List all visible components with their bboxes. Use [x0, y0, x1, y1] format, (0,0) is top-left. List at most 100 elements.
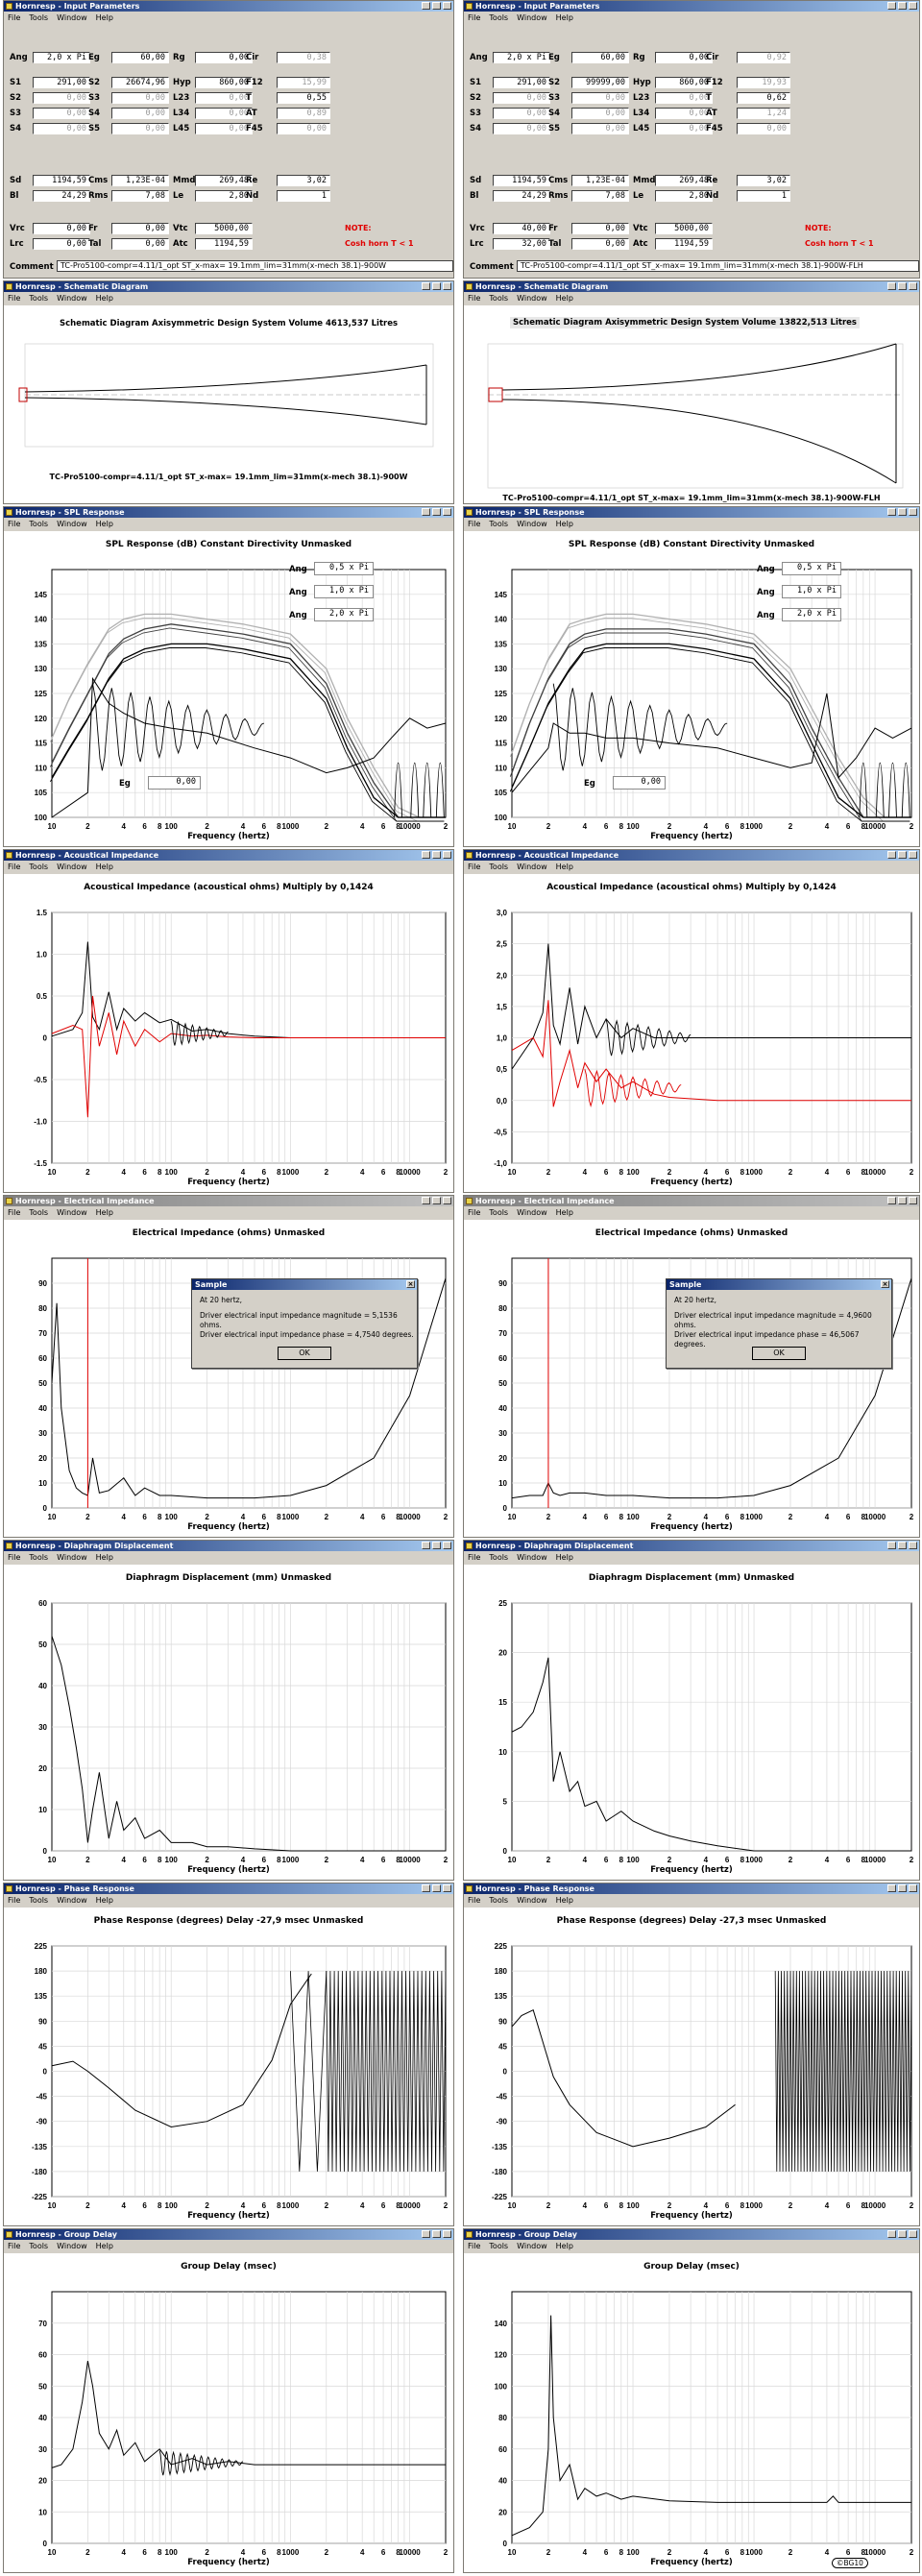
field-s2[interactable]: 99999,00: [571, 77, 629, 88]
ang-value-0[interactable]: 0,5 x Pi: [314, 562, 374, 575]
field-rms[interactable]: 7,08: [571, 190, 629, 202]
menu-help[interactable]: Help: [555, 1208, 573, 1217]
menu-file[interactable]: File: [468, 1553, 481, 1562]
menu-help[interactable]: Help: [95, 294, 113, 303]
close-button[interactable]: [443, 2230, 451, 2238]
minimize-button[interactable]: [887, 508, 896, 516]
menu-help[interactable]: Help: [95, 863, 113, 871]
field-s4b[interactable]: 0,00: [33, 123, 90, 134]
menu-window[interactable]: Window: [57, 1896, 87, 1905]
field-s2b[interactable]: 0,00: [33, 92, 90, 104]
menu-file[interactable]: File: [8, 1553, 21, 1562]
menu-tools[interactable]: Tools: [489, 294, 509, 303]
menu-help[interactable]: Help: [555, 1553, 573, 1562]
menu-tools[interactable]: Tools: [489, 2242, 509, 2250]
close-button[interactable]: [909, 282, 917, 290]
menu-file[interactable]: File: [8, 13, 21, 22]
maximize-button[interactable]: [898, 282, 907, 290]
minimize-button[interactable]: [422, 2, 430, 10]
menu-window[interactable]: Window: [57, 13, 87, 22]
field-mmd[interactable]: 269,48: [655, 175, 713, 186]
field-eg[interactable]: 60,00: [111, 52, 169, 63]
menu-tools[interactable]: Tools: [489, 520, 509, 528]
field-l34[interactable]: 0,00: [655, 108, 713, 119]
menu-help[interactable]: Help: [555, 294, 573, 303]
field-s3b[interactable]: 0,00: [493, 108, 550, 119]
field-s4[interactable]: 0,00: [111, 108, 169, 119]
field-s4[interactable]: 0,00: [571, 108, 629, 119]
field-mmd[interactable]: 269,48: [195, 175, 253, 186]
menu-tools[interactable]: Tools: [29, 1208, 49, 1217]
eg-value[interactable]: 0,00: [148, 776, 201, 790]
minimize-button[interactable]: [422, 282, 430, 290]
menu-help[interactable]: Help: [95, 520, 113, 528]
menu-file[interactable]: File: [468, 520, 481, 528]
menu-window[interactable]: Window: [57, 2242, 87, 2250]
menu-file[interactable]: File: [468, 863, 481, 871]
field-t[interactable]: 0,55: [277, 92, 330, 104]
menu-file[interactable]: File: [468, 294, 481, 303]
menu-help[interactable]: Help: [95, 1208, 113, 1217]
maximize-button[interactable]: [432, 1884, 441, 1892]
field-f45[interactable]: 0,00: [737, 123, 790, 134]
maximize-button[interactable]: [432, 1197, 441, 1204]
field-sd[interactable]: 1194,59: [493, 175, 550, 186]
field-hyp[interactable]: 860,00: [195, 77, 253, 88]
field-cms[interactable]: 1,23E-04: [571, 175, 629, 186]
ang-value-0[interactable]: 0,5 x Pi: [782, 562, 841, 575]
menu-file[interactable]: File: [8, 1896, 21, 1905]
menu-window[interactable]: Window: [517, 1553, 547, 1562]
maximize-button[interactable]: [432, 508, 441, 516]
field-s4b[interactable]: 0,00: [493, 123, 550, 134]
field-s2b[interactable]: 0,00: [493, 92, 550, 104]
minimize-button[interactable]: [887, 1197, 896, 1204]
maximize-button[interactable]: [432, 282, 441, 290]
menu-tools[interactable]: Tools: [489, 1553, 509, 1562]
field-nd[interactable]: 1: [277, 190, 330, 202]
field-lrc[interactable]: 0,00: [33, 238, 90, 250]
comment-field[interactable]: TC-Pro5100-compr=4.11/1_opt ST_x-max= 19…: [57, 260, 453, 272]
field-rg[interactable]: 0,00: [195, 52, 253, 63]
field-re[interactable]: 3,02: [277, 175, 330, 186]
field-ang[interactable]: 2,0 x Pi: [493, 52, 550, 63]
field-cir[interactable]: 0,38: [277, 52, 330, 63]
field-s2[interactable]: 26674,96: [111, 77, 169, 88]
field-atc[interactable]: 1194,59: [655, 238, 713, 250]
close-button[interactable]: [909, 1884, 917, 1892]
field-cir[interactable]: 0,92: [737, 52, 790, 63]
field-s3[interactable]: 0,00: [111, 92, 169, 104]
menu-file[interactable]: File: [8, 2242, 21, 2250]
menu-window[interactable]: Window: [517, 1208, 547, 1217]
field-s5[interactable]: 0,00: [571, 123, 629, 134]
close-button[interactable]: [443, 282, 451, 290]
close-button[interactable]: [909, 851, 917, 859]
field-s5[interactable]: 0,00: [111, 123, 169, 134]
field-f12[interactable]: 19,93: [737, 77, 790, 88]
dialog-ok-button[interactable]: OK: [752, 1347, 806, 1360]
minimize-button[interactable]: [887, 282, 896, 290]
minimize-button[interactable]: [422, 851, 430, 859]
close-button[interactable]: [909, 2, 917, 10]
menu-tools[interactable]: Tools: [29, 520, 49, 528]
field-l23[interactable]: 0,00: [655, 92, 713, 104]
menu-tools[interactable]: Tools: [29, 1896, 49, 1905]
menu-file[interactable]: File: [8, 520, 21, 528]
menu-file[interactable]: File: [8, 1208, 21, 1217]
field-vtc[interactable]: 5000,00: [655, 223, 713, 234]
menu-help[interactable]: Help: [95, 2242, 113, 2250]
minimize-button[interactable]: [422, 1197, 430, 1204]
field-lrc[interactable]: 32,00: [493, 238, 550, 250]
menu-tools[interactable]: Tools: [29, 1553, 49, 1562]
field-vrc[interactable]: 40,00: [493, 223, 550, 234]
close-button[interactable]: [443, 1542, 451, 1549]
menu-tools[interactable]: Tools: [29, 863, 49, 871]
minimize-button[interactable]: [422, 1884, 430, 1892]
menu-file[interactable]: File: [8, 863, 21, 871]
menu-tools[interactable]: Tools: [489, 13, 509, 22]
maximize-button[interactable]: [898, 1542, 907, 1549]
menu-help[interactable]: Help: [555, 13, 573, 22]
menu-window[interactable]: Window: [57, 294, 87, 303]
field-s1[interactable]: 291,00: [493, 77, 550, 88]
close-button[interactable]: [909, 1542, 917, 1549]
maximize-button[interactable]: [898, 1884, 907, 1892]
